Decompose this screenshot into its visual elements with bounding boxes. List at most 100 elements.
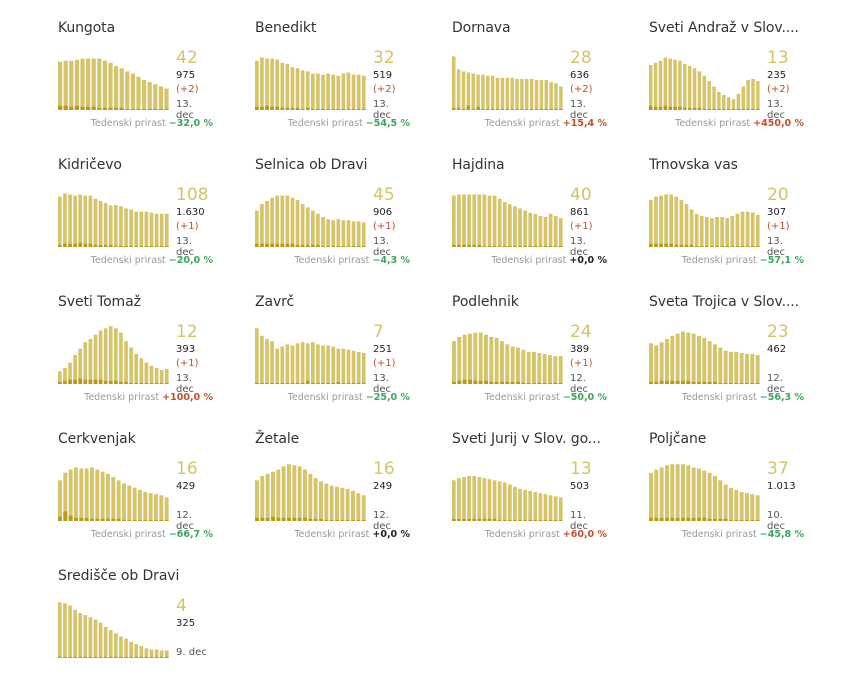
last-date: 13. dec [570,99,588,121]
municipality-card[interactable]: Hajdina 40 861 (+1) 13. dec Tedenski prirast +… [452,157,607,282]
bar [149,365,154,384]
municipality-card[interactable]: Selnica ob Dravi 45 906 (+1) 13. dec Tedenski… [255,157,410,282]
bar [73,355,77,384]
bar [108,326,113,384]
bar-secondary [159,245,164,247]
bar [736,93,741,110]
bar [502,482,507,521]
municipality-card[interactable]: Žetale 16 249 12. dec Tedenski prirast +0,0 % [255,431,410,556]
bar-secondary [130,108,135,110]
municipality-card[interactable]: Sveti Jurij v Slov. go... 13 503 11. dec Ted… [452,431,607,556]
municipality-card[interactable]: Kungota 42 975 (+2) 13. dec Tedenski prirast −… [58,20,213,145]
bar-secondary [129,656,133,658]
bar [675,333,680,384]
bar [670,335,675,384]
municipality-card[interactable]: Središče ob Dravi 4 325 9. dec [58,568,213,693]
bar [129,641,133,658]
bar [290,67,295,110]
bar-secondary [691,381,696,384]
municipality-card[interactable]: Sveti Andraž v Slov.... 13 235 (+2) 13. dec T… [649,20,804,145]
bar-secondary [649,381,653,384]
weekly-growth-label: Tedenski prirast [90,118,166,129]
bar-chart [58,193,169,247]
weekly-growth-value: −32,0 % [168,118,213,129]
bar-secondary [356,108,361,110]
weekly-growth-label: Tedenski prirast [681,392,757,403]
bar-secondary [713,518,717,521]
bar [285,63,290,110]
bar-secondary [745,519,749,521]
municipality-card[interactable]: Trnovska vas 20 307 (+1) 13. dec Tedenski pri… [649,157,804,282]
municipality-title: Dornava [452,20,511,36]
bar [316,213,320,247]
bar-secondary [340,519,345,521]
bar [129,347,133,384]
bar [153,84,158,110]
bar-secondary [300,244,305,247]
municipality-card[interactable]: Cerkvenjak 16 429 12. dec Tedenski prirast −6… [58,431,213,556]
bar-secondary [516,381,520,384]
weekly-growth-value: −25,0 % [365,392,410,403]
bar-secondary [341,382,346,384]
last-date: 12. dec [373,510,391,532]
bar-secondary [69,106,74,110]
bar-secondary [134,382,139,384]
bar-secondary [108,380,113,384]
municipality-card[interactable]: Benedikt 32 519 (+2) 13. dec Tedenski prirast… [255,20,410,145]
bar [351,350,356,384]
bar [69,60,74,110]
bar-secondary [125,108,130,110]
bar-secondary [100,518,105,521]
bar [351,74,356,110]
bar [58,480,62,521]
bar-secondary [260,517,265,521]
bar-secondary [86,106,91,110]
bar [741,86,745,110]
bar [361,352,366,384]
bar [659,467,664,521]
municipality-card[interactable]: Kidričevo 108 1.630 (+1) 13. dec Tedenski pri… [58,157,213,282]
bar-secondary [729,382,733,384]
bar-secondary [144,245,149,247]
latest-value: 28 [570,48,592,68]
bar-secondary [523,519,527,521]
bar [159,495,164,521]
bar [755,355,760,384]
weekly-growth [210,666,213,677]
bar-secondary [684,244,689,247]
bar [740,211,745,247]
weekly-growth-value: +450,0 % [753,118,804,129]
bar [63,472,68,521]
weekly-growth-label: Tedenski prirast [484,529,560,540]
bar [528,491,533,521]
bar-secondary [720,245,724,247]
municipality-card[interactable]: Podlehnik 24 389 (+1) 12. dec Tedenski priras… [452,294,607,419]
bar-secondary [122,519,126,521]
bar-secondary [285,382,290,384]
municipality-card[interactable]: Sveti Tomaž 12 393 (+1) 13. dec Tedenski prir… [58,294,213,419]
bar-secondary [558,382,563,384]
bar [276,469,281,521]
municipality-card[interactable]: Sveta Trojica v Slov.... 23 462 12. dec Tede… [649,294,804,419]
bar [58,602,62,658]
bar [144,211,149,247]
municipality-title: Trnovska vas [649,157,738,173]
bar [692,68,697,110]
bar [731,99,736,110]
bar [321,74,325,110]
bar [356,493,361,521]
municipality-card[interactable]: Poljčane 37 1.013 10. dec Tedenski prirast −4… [649,431,804,556]
bar-secondary [482,518,487,521]
bar [260,476,265,521]
bar [683,63,687,110]
daily-delta: (+1) [176,221,199,232]
bar [481,74,485,110]
municipality-card[interactable]: Zavrč 7 251 (+1) 13. dec Tedenski prirast −25,… [255,294,410,419]
municipality-card[interactable]: Dornava 28 636 (+2) 13. dec Tedenski prirast +… [452,20,607,145]
bar [513,486,517,521]
weekly-growth-value: +0,0 % [569,255,607,266]
municipality-title: Kungota [58,20,116,36]
weekly-growth-label: Tedenski prirast [294,529,370,540]
bar-secondary [533,245,538,247]
weekly-growth: Tedenski prirast −25,0 % [288,392,410,403]
